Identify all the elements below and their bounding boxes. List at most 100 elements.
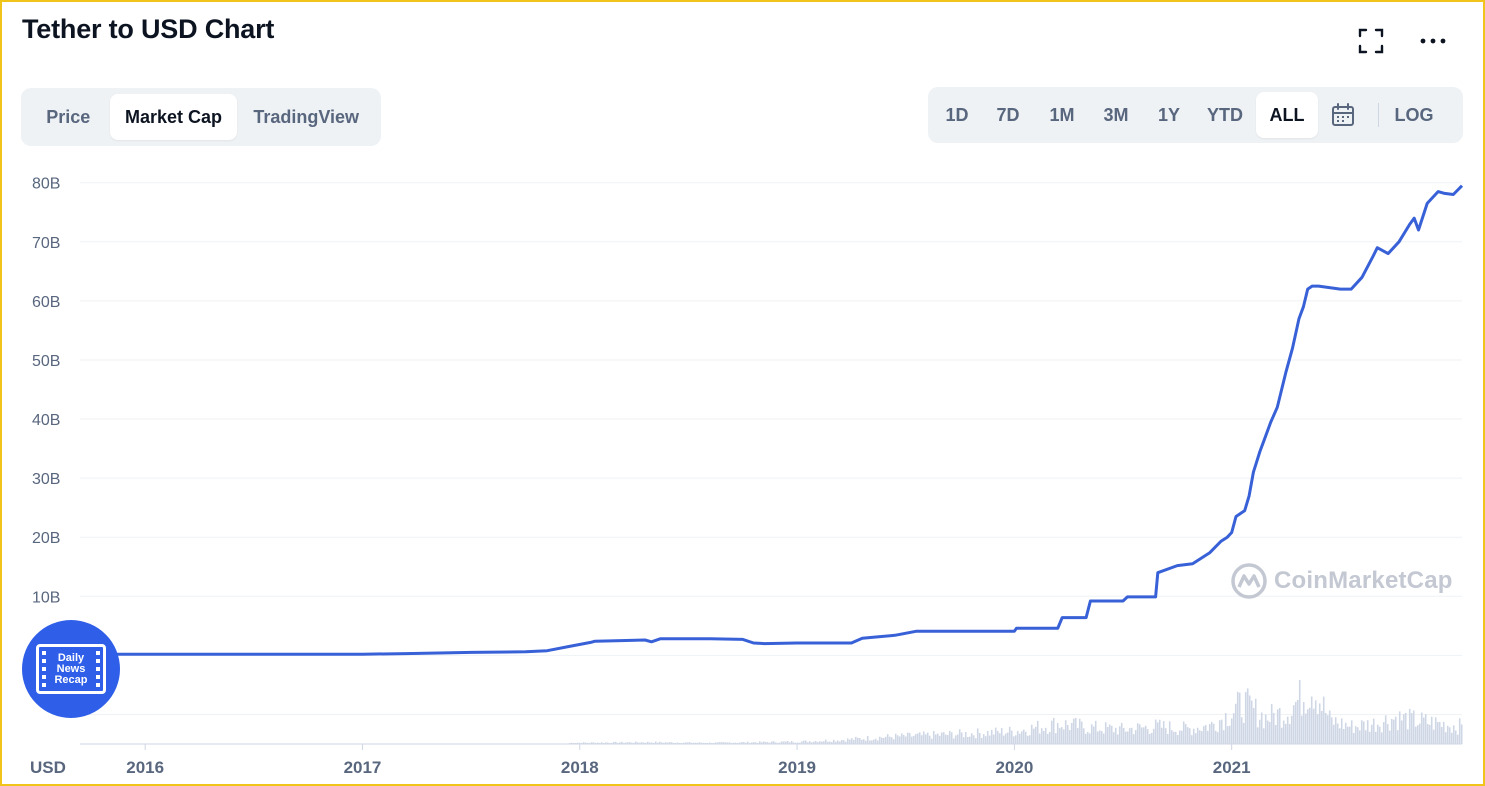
volume-bar: [614, 741, 617, 744]
calendar-icon[interactable]: [1318, 92, 1368, 138]
volume-bar: [1152, 728, 1155, 744]
volume-bar: [1322, 696, 1325, 744]
volume-bar: [760, 742, 763, 744]
volume-bar: [684, 742, 687, 744]
volume-bar: [596, 742, 599, 744]
volume-bar: [884, 736, 887, 744]
volume-bar: [782, 741, 785, 744]
volume-bar: [1172, 731, 1175, 744]
volume-bar: [1264, 714, 1267, 744]
volume-bar: [882, 737, 885, 744]
volume-bar: [1060, 727, 1063, 744]
volume-bar: [890, 737, 893, 744]
volume-bar: [766, 742, 769, 744]
volume-bar: [1294, 701, 1297, 744]
volume-bar: [824, 739, 827, 744]
volume-bar: [1010, 730, 1013, 744]
volume-bar: [1224, 713, 1227, 744]
volume-bar: [1138, 724, 1141, 744]
volume-bar: [902, 734, 905, 744]
volume-bar: [1140, 727, 1143, 744]
tab-price[interactable]: Price: [46, 106, 91, 127]
volume-bar: [646, 741, 649, 744]
watermark-text: CoinMarketCap: [1274, 567, 1453, 594]
range-1d[interactable]: 1D: [945, 104, 969, 125]
volume-bar: [1278, 707, 1281, 744]
volume-bar: [718, 742, 721, 744]
volume-bar: [728, 742, 731, 744]
volume-bar: [1292, 705, 1295, 744]
volume-bar: [744, 742, 747, 744]
volume-bar: [1246, 688, 1249, 744]
volume-bar: [796, 742, 799, 744]
volume-bar: [912, 735, 915, 744]
volume-bar: [1052, 717, 1055, 744]
fullscreen-icon[interactable]: [1356, 26, 1386, 56]
volume-bar: [892, 739, 895, 744]
volume-bar: [598, 742, 601, 744]
volume-bar: [1058, 728, 1061, 744]
volume-bar: [1242, 722, 1245, 744]
volume-bar: [630, 742, 633, 744]
volume-bar: [1260, 712, 1263, 744]
volume-bar: [792, 742, 795, 744]
volume-bar: [1046, 733, 1049, 744]
y-tick-label: 30B: [32, 471, 60, 488]
volume-bar: [1368, 731, 1371, 744]
volume-bar: [866, 736, 869, 744]
volume-bar: [998, 733, 1001, 744]
volume-bar: [588, 742, 591, 744]
more-horizontal-icon[interactable]: [1418, 26, 1448, 56]
range-all[interactable]: ALL: [1256, 92, 1318, 138]
volume-bar: [650, 742, 653, 744]
volume-bar: [1194, 733, 1197, 744]
range-3m[interactable]: 3M: [1103, 104, 1129, 125]
volume-bar: [868, 740, 871, 744]
volume-bar: [634, 741, 637, 744]
daily-news-recap-badge[interactable]: Daily News Recap: [22, 620, 120, 718]
volume-bar: [1426, 723, 1429, 744]
volume-bar: [1056, 723, 1059, 744]
volume-bar: [802, 740, 805, 744]
volume-bar: [812, 741, 815, 744]
tab-tradingview[interactable]: TradingView: [253, 106, 360, 127]
volume-bar: [1310, 696, 1313, 744]
volume-bar: [1186, 727, 1189, 744]
volume-bar: [578, 742, 581, 744]
volume-bar: [1038, 733, 1041, 744]
volume-bar: [774, 742, 777, 744]
range-ytd[interactable]: YTD: [1207, 104, 1243, 125]
range-1m[interactable]: 1M: [1049, 104, 1075, 125]
tab-market-cap[interactable]: Market Cap: [109, 94, 238, 140]
volume-bar: [1130, 727, 1133, 744]
volume-bar: [834, 741, 837, 744]
volume-bar: [1458, 718, 1461, 744]
volume-bar: [1188, 728, 1191, 744]
volume-bar: [870, 740, 873, 744]
y-tick-label: 80B: [32, 176, 60, 193]
volume-bar: [1082, 728, 1085, 744]
volume-bar: [1338, 728, 1341, 744]
volume-bar: [674, 742, 677, 744]
range-7d[interactable]: 7D: [996, 104, 1020, 125]
volume-bar: [896, 735, 899, 744]
volume-bar: [944, 734, 947, 744]
volume-bar: [1326, 715, 1329, 744]
volume-bar: [910, 736, 913, 744]
volume-bar: [836, 740, 839, 744]
volume-bar: [810, 742, 813, 744]
volume-bar: [1456, 734, 1459, 744]
calendar-icon-glyph: [1332, 103, 1354, 126]
volume-bar: [820, 741, 823, 744]
volume-bar: [714, 742, 717, 744]
volume-bar: [1036, 720, 1039, 744]
volume-bar: [1042, 730, 1045, 744]
coinmarketcap-logo-icon: [1231, 563, 1267, 599]
volume-bar: [612, 741, 615, 744]
volume-bar: [1352, 733, 1355, 744]
range-1y[interactable]: 1Y: [1157, 104, 1181, 125]
volume-bar: [570, 742, 573, 744]
volume-bar: [622, 742, 625, 744]
log-toggle[interactable]: LOG: [1394, 104, 1434, 125]
volume-bar: [1182, 721, 1185, 744]
